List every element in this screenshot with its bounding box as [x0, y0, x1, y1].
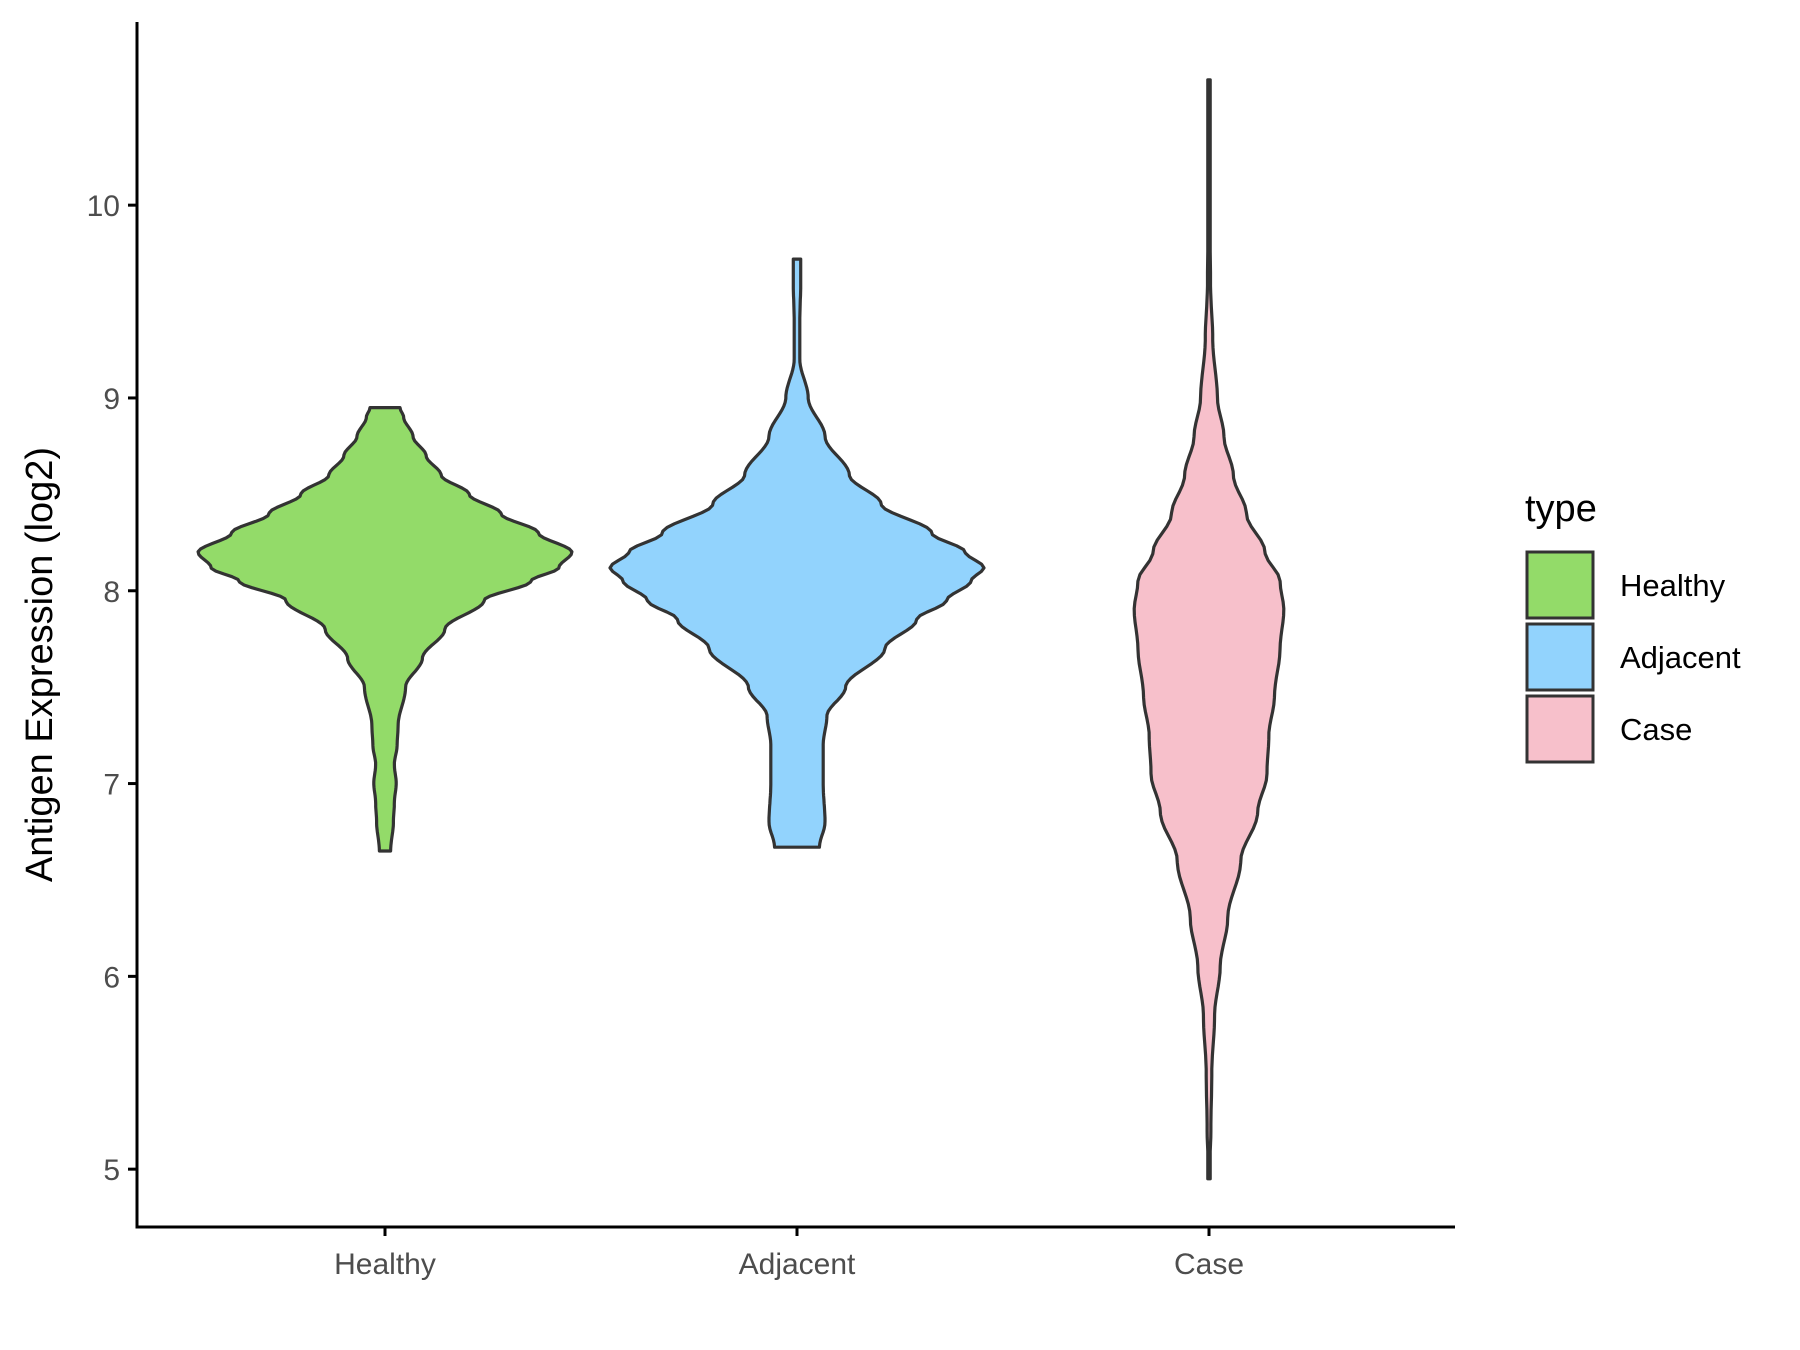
y-tick-label: 6	[103, 961, 120, 994]
violin-case	[1132, 78, 1286, 1181]
legend-key-healthy	[1525, 550, 1595, 620]
y-axis-ticks: 5 6 7 8 9 10	[87, 190, 137, 1187]
y-tick-label: 7	[103, 769, 120, 802]
x-tick-label: Case	[1174, 1248, 1244, 1281]
legend-label-adjacent: Adjacent	[1620, 640, 1741, 675]
legend-entries: Healthy Adjacent Case	[1525, 550, 1741, 764]
y-tick-label: 8	[103, 576, 120, 609]
violins-layer	[196, 78, 1286, 1181]
y-tick-label: 9	[103, 383, 120, 416]
legend-title: type	[1525, 488, 1597, 530]
legend-label-case: Case	[1620, 712, 1692, 747]
x-tick-label: Healthy	[334, 1248, 436, 1281]
y-tick-label: 10	[87, 190, 120, 223]
y-axis-title: Antigen Expression (log2)	[19, 447, 61, 882]
legend-key-case	[1525, 694, 1595, 764]
legend-label-healthy: Healthy	[1620, 568, 1726, 603]
legend: type Healthy Adjacent Case	[1525, 488, 1741, 764]
axes-layer: 5 6 7 8 9 10 Healthy Adjacent Case	[87, 22, 1455, 1281]
y-tick-label: 5	[103, 1154, 120, 1187]
x-axis-ticks: Healthy Adjacent Case	[334, 1227, 1244, 1281]
x-tick-label: Adjacent	[739, 1248, 856, 1281]
violin-adjacent	[608, 257, 986, 849]
violin-healthy	[196, 406, 574, 853]
legend-key-adjacent	[1525, 622, 1595, 692]
